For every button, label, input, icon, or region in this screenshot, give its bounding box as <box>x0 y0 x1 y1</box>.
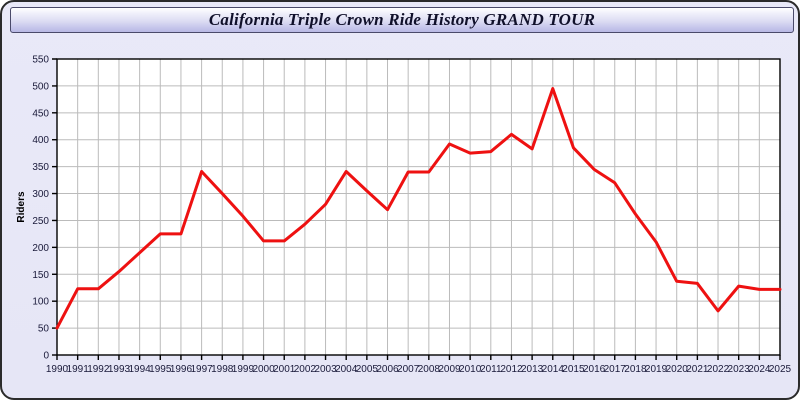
svg-text:2020: 2020 <box>666 364 689 375</box>
x-axis-ticks: 1990199119921993199419951996199719981999… <box>46 355 792 375</box>
svg-text:2009: 2009 <box>438 364 461 375</box>
svg-text:2021: 2021 <box>686 364 709 375</box>
svg-text:2019: 2019 <box>645 364 668 375</box>
svg-text:1992: 1992 <box>87 364 110 375</box>
svg-text:150: 150 <box>32 270 49 281</box>
data-series-riders <box>55 87 782 330</box>
title-bar: California Triple Crown Ride History GRA… <box>10 7 794 33</box>
svg-text:300: 300 <box>32 189 49 200</box>
chart-plot-area: 0 50 100 150 200 250 300 350 400 450 500 550 1990 19… <box>10 38 794 394</box>
plot-frame <box>56 58 781 356</box>
svg-text:2006: 2006 <box>376 364 399 375</box>
svg-text:1994: 1994 <box>129 364 152 375</box>
svg-text:2025: 2025 <box>769 364 792 375</box>
svg-text:250: 250 <box>32 216 49 227</box>
svg-text:2015: 2015 <box>562 364 585 375</box>
svg-text:1999: 1999 <box>232 364 255 375</box>
svg-text:2001: 2001 <box>273 364 296 375</box>
svg-text:200: 200 <box>32 243 49 254</box>
svg-text:Riders: Riders <box>16 191 27 223</box>
svg-text:2002: 2002 <box>294 364 317 375</box>
svg-text:2005: 2005 <box>356 364 379 375</box>
page-title: California Triple Crown Ride History GRA… <box>208 10 596 29</box>
svg-text:2011: 2011 <box>480 364 502 375</box>
svg-text:2003: 2003 <box>314 364 337 375</box>
svg-text:1997: 1997 <box>190 364 213 375</box>
svg-text:2023: 2023 <box>728 364 751 375</box>
svg-text:2010: 2010 <box>459 364 482 375</box>
svg-text:1995: 1995 <box>149 364 172 375</box>
svg-text:1990: 1990 <box>46 364 69 375</box>
svg-text:2013: 2013 <box>521 364 544 375</box>
svg-text:2007: 2007 <box>397 364 420 375</box>
svg-text:500: 500 <box>32 81 49 92</box>
svg-text:2008: 2008 <box>418 364 441 375</box>
svg-text:400: 400 <box>32 135 49 146</box>
svg-text:350: 350 <box>32 162 49 173</box>
svg-text:2018: 2018 <box>624 364 647 375</box>
grid-lines <box>57 58 781 355</box>
svg-text:550: 550 <box>32 55 49 66</box>
svg-text:2017: 2017 <box>604 364 627 375</box>
svg-text:2022: 2022 <box>707 364 730 375</box>
svg-text:0: 0 <box>43 351 49 362</box>
svg-text:2016: 2016 <box>583 364 606 375</box>
svg-text:100: 100 <box>32 297 49 308</box>
y-axis-ticks: 0 50 100 150 200 250 300 350 400 450 500 550 <box>32 55 57 362</box>
svg-text:1998: 1998 <box>211 364 234 375</box>
svg-text:2004: 2004 <box>335 364 358 375</box>
svg-text:2014: 2014 <box>542 364 565 375</box>
svg-text:450: 450 <box>32 108 49 119</box>
svg-text:2000: 2000 <box>252 364 275 375</box>
svg-text:50: 50 <box>38 324 50 335</box>
svg-text:1996: 1996 <box>170 364 193 375</box>
svg-text:2012: 2012 <box>500 364 523 375</box>
svg-text:2024: 2024 <box>748 364 771 375</box>
y-axis-title: Riders <box>16 191 27 223</box>
svg-text:1993: 1993 <box>108 364 131 375</box>
svg-text:1991: 1991 <box>67 364 90 375</box>
